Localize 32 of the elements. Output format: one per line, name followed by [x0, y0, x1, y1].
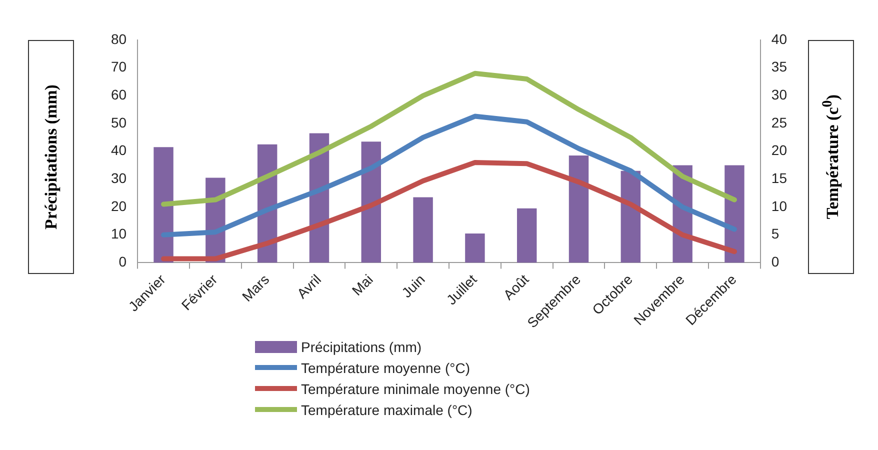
bar — [516, 208, 537, 263]
y2-tick-label: 15 — [771, 170, 788, 186]
y2-tick-label: 30 — [771, 86, 788, 103]
y-tick-label: 30 — [110, 170, 127, 186]
legend-label: Température maximale (°C) — [301, 402, 472, 418]
y2-tick-label: 35 — [771, 58, 788, 75]
bar — [413, 197, 433, 263]
x-tick-label: Mai — [348, 271, 376, 298]
bar — [724, 165, 744, 263]
y2-tick-label: 5 — [771, 226, 780, 242]
bar — [361, 142, 382, 263]
y-axis-title: Précipitations (mm) — [41, 84, 61, 230]
y2-tick-label: 25 — [771, 114, 788, 130]
legend-label: Température minimale moyenne (°C) — [301, 380, 530, 396]
y2-tick-label: 10 — [771, 198, 788, 214]
y-tick-label: 60 — [110, 86, 127, 103]
y2-tick-label: 40 — [771, 30, 788, 47]
y2-tick-label: 0 — [771, 254, 780, 270]
x-tick-label: Juin — [398, 271, 428, 301]
y-tick-label: 20 — [110, 198, 127, 214]
bar — [465, 233, 485, 263]
y-tick-label: 70 — [110, 58, 127, 75]
y-tick-label: 40 — [110, 142, 127, 158]
bar — [568, 156, 589, 263]
legend-label: Température moyenne (°C) — [301, 360, 470, 376]
bar — [154, 147, 174, 263]
y-tick-label: 80 — [110, 30, 127, 47]
legend-label: Précipitations (mm) — [301, 338, 422, 354]
y-tick-label: 50 — [110, 114, 127, 130]
y2-tick-label: 20 — [771, 142, 788, 158]
y-tick-label: 0 — [118, 254, 127, 270]
y-tick-label: 10 — [110, 226, 127, 242]
